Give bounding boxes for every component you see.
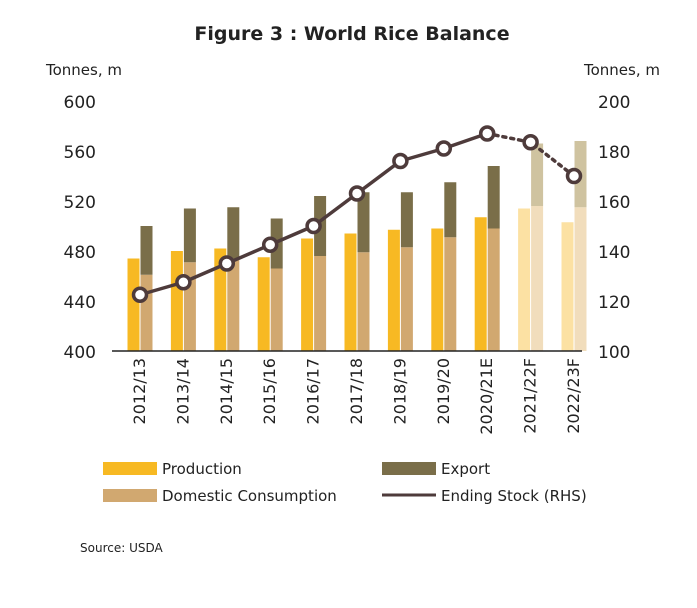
production-bar — [387, 229, 400, 351]
x-tick-label: 2021/22F — [521, 358, 540, 434]
x-tick-label: 2022/23F — [564, 358, 583, 434]
x-axis-ticks: 2012/13 2013/14 2014/15 2015/16 2016/17 2017/… — [130, 358, 583, 435]
legend-label-export: Export — [441, 460, 490, 478]
right-tick-label: 140 — [598, 243, 630, 263]
left-axis-unit: Tonnes, m — [45, 61, 122, 79]
ending-stock-point — [478, 125, 496, 142]
export-bar — [357, 192, 370, 253]
legend-swatch-production — [103, 462, 157, 475]
x-tick-label: 2014/15 — [217, 358, 236, 424]
ending-stock-point — [175, 274, 192, 291]
left-tick-label: 400 — [64, 343, 96, 363]
production-bar — [474, 217, 487, 351]
legend: Production Domestic Consumption Export E… — [103, 460, 587, 505]
right-tick-label: 200 — [598, 93, 630, 113]
domestic-consumption-bar — [400, 247, 413, 351]
left-tick-label: 520 — [64, 193, 96, 213]
left-tick-label: 480 — [64, 243, 96, 263]
x-tick-label: 2016/17 — [304, 358, 323, 424]
legend-swatch-export — [382, 462, 436, 475]
ending-stock-point — [131, 286, 149, 303]
production-bar — [127, 258, 140, 351]
domestic-consumption-bar — [140, 274, 153, 351]
left-tick-label: 600 — [64, 93, 96, 113]
source-note: Source: USDA — [80, 541, 164, 555]
x-tick-label: 2015/16 — [260, 358, 279, 424]
right-axis-unit: Tonnes, m — [583, 61, 660, 79]
legend-label-production: Production — [162, 460, 242, 478]
x-tick-label: 2018/19 — [390, 358, 409, 424]
production-bar — [431, 228, 444, 351]
domestic-consumption-bar — [444, 237, 457, 351]
right-tick-label: 120 — [598, 293, 630, 313]
ending-stock-point — [305, 217, 322, 235]
right-tick-label: 160 — [598, 193, 630, 213]
export-bar — [444, 182, 457, 238]
export-bar — [487, 166, 500, 229]
export-bar — [227, 207, 240, 259]
production-bar — [301, 238, 314, 351]
legend-label-ending-stock: Ending Stock (RHS) — [441, 487, 587, 505]
production-bar — [214, 248, 227, 351]
domestic-consumption-bar — [314, 256, 327, 351]
domestic-consumption-bar — [357, 252, 370, 351]
production-bar — [257, 257, 270, 351]
x-tick-label: 2012/13 — [130, 358, 149, 424]
x-tick-label: 2020/21E — [477, 358, 496, 435]
left-tick-label: 560 — [64, 143, 96, 163]
domestic-consumption-bar — [270, 268, 283, 351]
export-bar — [531, 143, 544, 206]
production-bar — [518, 208, 531, 351]
right-tick-label: 180 — [598, 143, 630, 163]
legend-swatch-domestic-consumption — [103, 489, 157, 502]
ending-stock-point — [435, 140, 453, 157]
domestic-consumption-bar — [531, 206, 544, 351]
export-bar — [400, 192, 413, 248]
production-bar — [344, 233, 357, 351]
domestic-consumption-bar — [487, 228, 500, 351]
ending-stock-point — [392, 152, 409, 170]
right-axis-ticks: 100 120 140 160 180 200 — [598, 93, 630, 363]
ending-stock-point — [522, 134, 539, 151]
left-axis-ticks: 400 440 480 520 560 600 — [64, 93, 96, 363]
production-bar — [170, 251, 183, 351]
export-bar — [140, 226, 153, 275]
x-tick-label: 2017/18 — [347, 358, 366, 424]
right-tick-label: 100 — [598, 343, 630, 363]
production-bar — [561, 222, 574, 351]
bar-series — [127, 141, 587, 351]
ending-stock-point — [565, 167, 583, 185]
legend-label-domestic-consumption: Domestic Consumption — [162, 487, 337, 505]
ending-stock-point — [218, 255, 236, 272]
chart-title: Figure 3 : World Rice Balance — [194, 23, 509, 45]
x-tick-label: 2013/14 — [173, 358, 192, 424]
ending-stock-line — [131, 125, 583, 303]
export-bar — [183, 208, 196, 263]
ending-stock-point — [261, 236, 279, 253]
ending-stock-point — [348, 185, 366, 202]
left-tick-label: 440 — [64, 293, 96, 313]
domestic-consumption-bar — [574, 207, 587, 351]
x-tick-label: 2019/20 — [434, 358, 453, 424]
domestic-consumption-bar — [227, 258, 240, 351]
